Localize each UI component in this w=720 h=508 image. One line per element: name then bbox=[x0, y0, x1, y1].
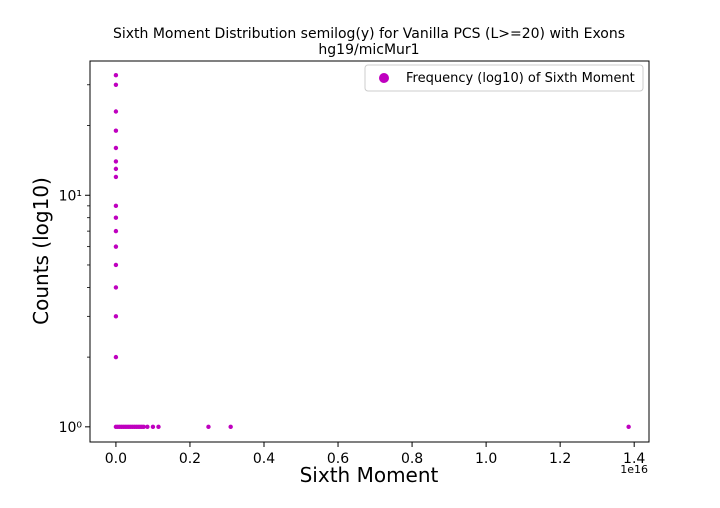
data-point bbox=[113, 159, 119, 164]
data-point bbox=[626, 424, 631, 430]
x-tick-label: 0.8 bbox=[401, 451, 423, 467]
data-point bbox=[228, 424, 233, 430]
data-point bbox=[141, 424, 146, 430]
data-point bbox=[113, 72, 119, 78]
x-tick-label: 0.4 bbox=[253, 451, 275, 467]
y-axis-label: Counts (log10) bbox=[29, 177, 53, 325]
data-point bbox=[113, 314, 119, 319]
legend-entry: Frequency (log10) of Sixth Moment bbox=[406, 71, 635, 86]
x-tick-label: 0.6 bbox=[327, 451, 349, 467]
x-tick-label: 1.2 bbox=[549, 451, 571, 467]
x-tick-label: 0.0 bbox=[105, 451, 127, 467]
x-tick-label: 1.4 bbox=[623, 451, 645, 467]
chart-subtitle: hg19/micMur1 bbox=[318, 42, 419, 58]
data-point bbox=[113, 203, 119, 209]
y-tick-label: 10⁰ bbox=[59, 420, 83, 436]
x-offset-label: 1e16 bbox=[620, 463, 648, 476]
data-point bbox=[113, 166, 119, 172]
data-point bbox=[113, 244, 119, 249]
chart-title: Sixth Moment Distribution semilog(y) for… bbox=[113, 26, 625, 42]
data-point bbox=[206, 424, 211, 430]
legend: Frequency (log10) of Sixth Moment bbox=[364, 64, 644, 92]
x-tick-label: 1.0 bbox=[475, 451, 497, 467]
x-tick-label: 0.2 bbox=[179, 451, 201, 467]
data-point bbox=[113, 215, 119, 220]
data-point bbox=[113, 82, 119, 87]
plot-area bbox=[89, 60, 650, 443]
x-axis-label: Sixth Moment bbox=[300, 463, 439, 487]
data-point bbox=[113, 285, 119, 290]
data-point bbox=[113, 128, 119, 133]
axis-ticks: 0.0 0.2 0.4 0.6 0.8 1.0 1.2 1.4 10⁰ 10¹ bbox=[59, 84, 645, 467]
data-point bbox=[113, 145, 119, 151]
legend-marker bbox=[379, 73, 389, 83]
data-points bbox=[113, 72, 631, 430]
data-point bbox=[113, 262, 119, 268]
data-point bbox=[145, 424, 150, 430]
data-point bbox=[113, 109, 119, 114]
data-point bbox=[156, 424, 161, 430]
data-point bbox=[113, 228, 119, 234]
y-tick-label: 10¹ bbox=[59, 188, 82, 204]
data-point bbox=[113, 174, 119, 180]
legend-frame bbox=[364, 64, 644, 92]
data-point bbox=[113, 354, 119, 360]
data-point bbox=[150, 424, 156, 430]
